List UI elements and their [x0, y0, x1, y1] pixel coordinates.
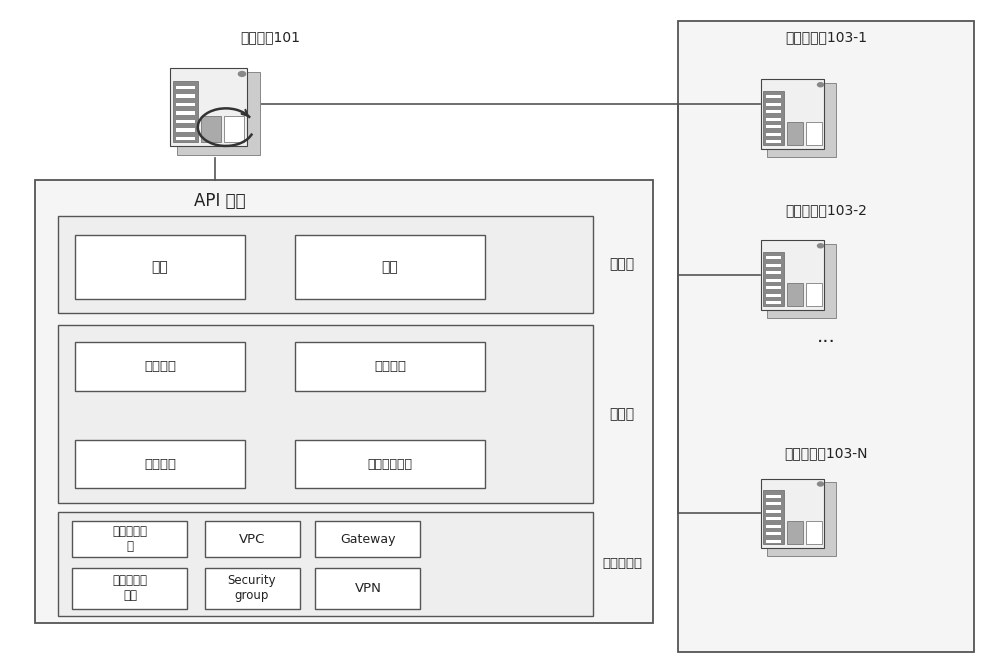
FancyBboxPatch shape: [176, 137, 195, 140]
FancyBboxPatch shape: [58, 325, 593, 503]
FancyBboxPatch shape: [767, 482, 836, 556]
FancyBboxPatch shape: [72, 521, 187, 557]
FancyBboxPatch shape: [58, 512, 593, 616]
Text: 应用服务器103-1: 应用服务器103-1: [785, 31, 867, 44]
Text: 应用服务器103-N: 应用服务器103-N: [784, 446, 868, 460]
FancyBboxPatch shape: [176, 86, 195, 89]
FancyBboxPatch shape: [72, 568, 187, 609]
FancyBboxPatch shape: [766, 294, 781, 297]
Text: 应用服务器103-2: 应用服务器103-2: [785, 204, 867, 217]
FancyBboxPatch shape: [176, 120, 195, 123]
FancyBboxPatch shape: [766, 525, 781, 527]
Text: 自动化口占
配置: 自动化口占 配置: [112, 574, 148, 603]
Text: API 接口: API 接口: [194, 193, 246, 210]
Circle shape: [818, 244, 824, 248]
Circle shape: [238, 72, 246, 76]
FancyBboxPatch shape: [315, 568, 420, 609]
FancyBboxPatch shape: [766, 256, 781, 260]
Text: 代码: 代码: [152, 260, 168, 274]
FancyBboxPatch shape: [787, 521, 803, 544]
Text: 启动配置: 启动配置: [144, 458, 176, 471]
FancyBboxPatch shape: [806, 521, 822, 544]
Text: Gateway: Gateway: [340, 533, 396, 546]
FancyBboxPatch shape: [806, 122, 822, 145]
Text: VPN: VPN: [355, 582, 381, 595]
Text: 配置: 配置: [382, 260, 398, 274]
FancyBboxPatch shape: [787, 283, 803, 306]
FancyBboxPatch shape: [766, 125, 781, 128]
FancyBboxPatch shape: [205, 568, 300, 609]
FancyBboxPatch shape: [806, 283, 822, 306]
FancyBboxPatch shape: [176, 111, 195, 115]
Text: 服务层: 服务层: [609, 408, 635, 421]
FancyBboxPatch shape: [766, 287, 781, 289]
Text: ···: ···: [817, 333, 835, 352]
Text: Security
group: Security group: [228, 574, 276, 603]
Text: 基础设施层: 基础设施层: [602, 557, 642, 570]
FancyBboxPatch shape: [678, 21, 974, 652]
Text: 云服务器101: 云服务器101: [240, 31, 300, 44]
Text: 应用层: 应用层: [609, 258, 635, 271]
Text: VPC: VPC: [239, 533, 265, 546]
FancyBboxPatch shape: [763, 91, 784, 145]
FancyBboxPatch shape: [766, 502, 781, 505]
FancyBboxPatch shape: [766, 110, 781, 113]
FancyBboxPatch shape: [761, 79, 824, 149]
FancyBboxPatch shape: [766, 103, 781, 106]
FancyBboxPatch shape: [766, 509, 781, 513]
FancyBboxPatch shape: [763, 252, 784, 306]
FancyBboxPatch shape: [224, 116, 244, 142]
FancyBboxPatch shape: [201, 116, 221, 142]
FancyBboxPatch shape: [766, 133, 781, 136]
FancyBboxPatch shape: [176, 95, 195, 98]
FancyBboxPatch shape: [75, 235, 245, 299]
Circle shape: [818, 482, 824, 486]
FancyBboxPatch shape: [177, 72, 260, 155]
FancyBboxPatch shape: [170, 68, 246, 146]
FancyBboxPatch shape: [766, 279, 781, 282]
FancyBboxPatch shape: [315, 521, 420, 557]
FancyBboxPatch shape: [295, 235, 485, 299]
FancyBboxPatch shape: [767, 244, 836, 317]
Text: 操作系统: 操作系统: [144, 360, 176, 373]
FancyBboxPatch shape: [766, 118, 781, 121]
FancyBboxPatch shape: [766, 140, 781, 144]
Circle shape: [818, 83, 824, 87]
FancyBboxPatch shape: [761, 240, 824, 310]
Text: 整合设置: 整合设置: [374, 360, 406, 373]
FancyBboxPatch shape: [766, 301, 781, 305]
FancyBboxPatch shape: [295, 342, 485, 391]
FancyBboxPatch shape: [766, 271, 781, 274]
FancyBboxPatch shape: [176, 103, 195, 106]
FancyBboxPatch shape: [205, 521, 300, 557]
FancyBboxPatch shape: [35, 180, 653, 623]
FancyBboxPatch shape: [295, 440, 485, 488]
FancyBboxPatch shape: [766, 495, 781, 498]
FancyBboxPatch shape: [787, 122, 803, 145]
FancyBboxPatch shape: [766, 264, 781, 267]
FancyBboxPatch shape: [75, 342, 245, 391]
FancyBboxPatch shape: [766, 539, 781, 543]
FancyBboxPatch shape: [58, 216, 593, 313]
Text: 系统服务配置: 系统服务配置: [368, 458, 413, 471]
FancyBboxPatch shape: [176, 128, 195, 132]
FancyBboxPatch shape: [75, 440, 245, 488]
FancyBboxPatch shape: [763, 490, 784, 544]
FancyBboxPatch shape: [761, 478, 824, 548]
FancyBboxPatch shape: [766, 517, 781, 520]
Text: 操作系统镜
像: 操作系统镜 像: [112, 525, 148, 554]
FancyBboxPatch shape: [173, 81, 198, 142]
FancyBboxPatch shape: [766, 95, 781, 99]
FancyBboxPatch shape: [766, 532, 781, 535]
FancyBboxPatch shape: [767, 83, 836, 156]
